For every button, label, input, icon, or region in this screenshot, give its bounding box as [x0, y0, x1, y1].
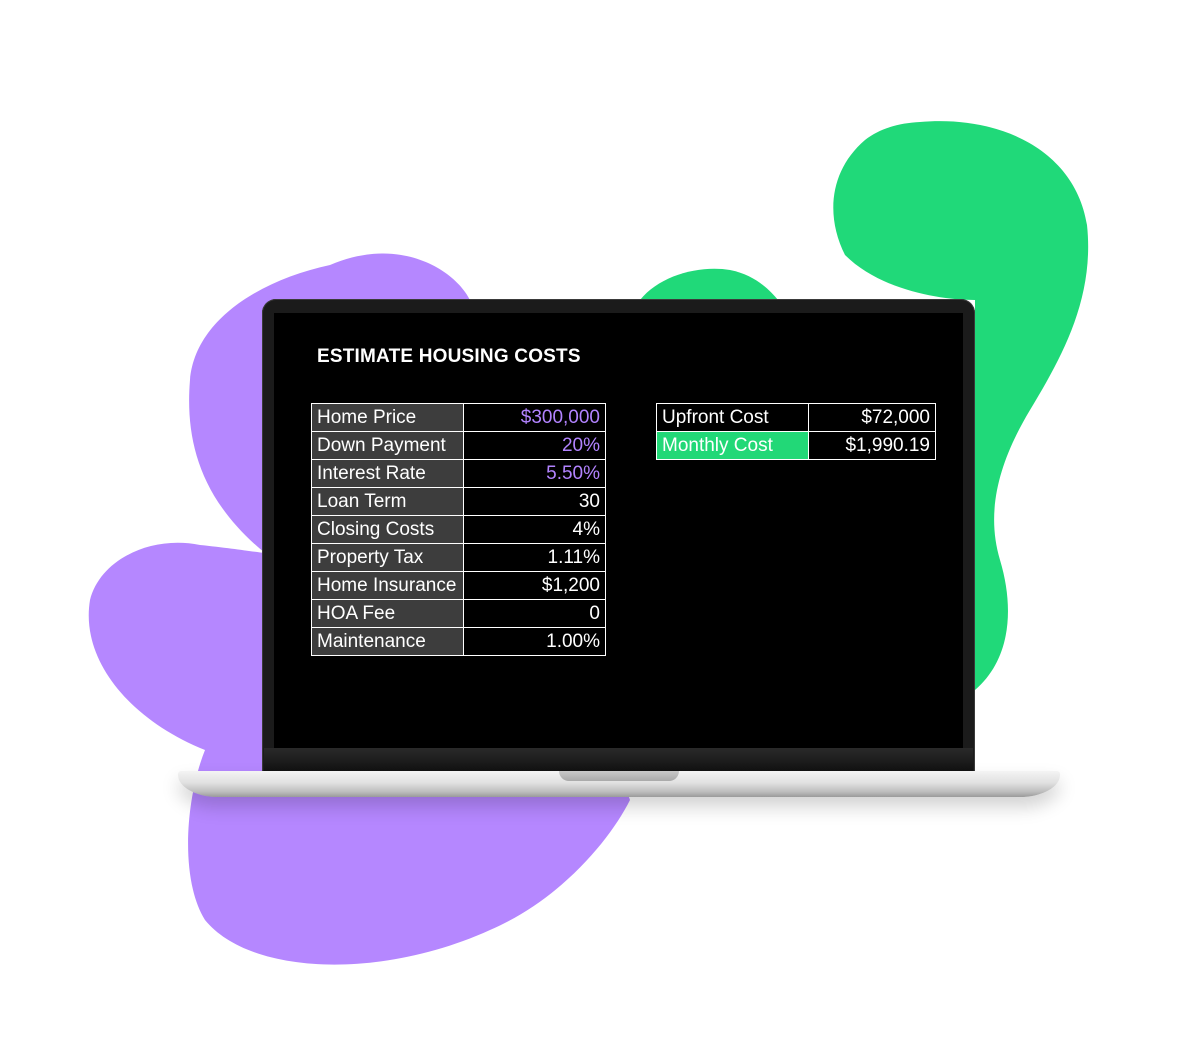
- input-value-cell[interactable]: 1.11%: [463, 543, 606, 572]
- table-row: Property Tax 1.11%: [311, 543, 606, 572]
- green-blob-top-shape: [640, 268, 778, 300]
- table-row: Home Insurance $1,200: [311, 571, 606, 600]
- table-row: Upfront Cost $72,000: [656, 403, 936, 432]
- upfront-cost-value-cell[interactable]: $72,000: [808, 403, 936, 432]
- input-label-cell[interactable]: Maintenance: [311, 627, 464, 656]
- input-label-cell[interactable]: Down Payment: [311, 431, 464, 460]
- inputs-table: Home Price $300,000 Down Payment 20% Int…: [311, 403, 606, 656]
- input-value-cell[interactable]: 30: [463, 487, 606, 516]
- input-label-cell[interactable]: Home Price: [311, 403, 464, 432]
- input-label-cell[interactable]: Property Tax: [311, 543, 464, 572]
- page-title: ESTIMATE HOUSING COSTS: [317, 346, 581, 367]
- table-row: Closing Costs 4%: [311, 515, 606, 544]
- input-value-cell[interactable]: 4%: [463, 515, 606, 544]
- table-row: Interest Rate 5.50%: [311, 459, 606, 488]
- input-value-cell[interactable]: 5.50%: [463, 459, 606, 488]
- input-value-cell[interactable]: $300,000: [463, 403, 606, 432]
- table-row: Maintenance 1.00%: [311, 627, 606, 656]
- input-value-cell[interactable]: 20%: [463, 431, 606, 460]
- table-row: HOA Fee 0: [311, 599, 606, 628]
- laptop-hinge: [264, 748, 973, 772]
- input-value-cell[interactable]: $1,200: [463, 571, 606, 600]
- upfront-cost-label-cell[interactable]: Upfront Cost: [656, 403, 809, 432]
- input-label-cell[interactable]: Home Insurance: [311, 571, 464, 600]
- table-row: Home Price $300,000: [311, 403, 606, 432]
- table-row: Down Payment 20%: [311, 431, 606, 460]
- green-blob-shape: [833, 121, 1089, 690]
- input-label-cell[interactable]: Closing Costs: [311, 515, 464, 544]
- input-label-cell[interactable]: Interest Rate: [311, 459, 464, 488]
- table-row: Loan Term 30: [311, 487, 606, 516]
- laptop-notch: [559, 771, 679, 781]
- monthly-cost-value-cell[interactable]: $1,990.19: [808, 431, 936, 460]
- input-value-cell[interactable]: 0: [463, 599, 606, 628]
- input-label-cell[interactable]: HOA Fee: [311, 599, 464, 628]
- monthly-cost-label-cell[interactable]: Monthly Cost: [656, 431, 809, 460]
- input-value-cell[interactable]: 1.00%: [463, 627, 606, 656]
- results-table: Upfront Cost $72,000 Monthly Cost $1,990…: [656, 403, 936, 460]
- input-label-cell[interactable]: Loan Term: [311, 487, 464, 516]
- table-row: Monthly Cost $1,990.19: [656, 431, 936, 460]
